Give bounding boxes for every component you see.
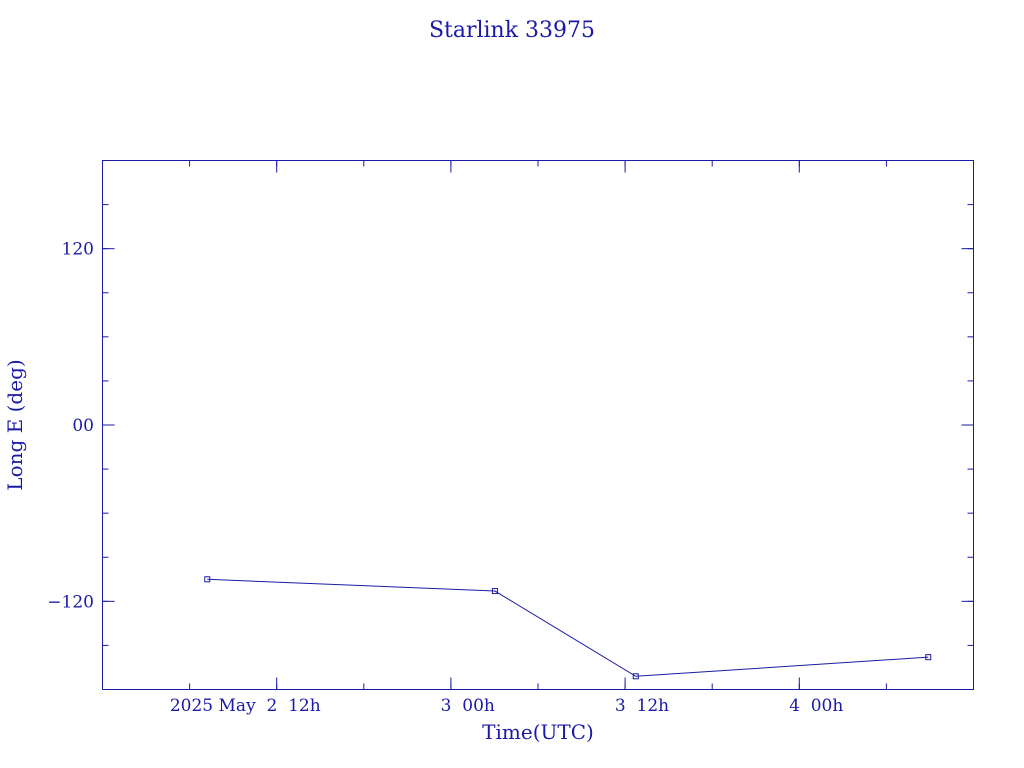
x-tick-label: 2025 May 2 12h — [170, 696, 321, 716]
data-point — [925, 654, 932, 661]
series-layer — [204, 576, 932, 680]
y-tick-label: 00 — [72, 416, 94, 436]
x-tick-label: 4 00h — [789, 696, 843, 716]
x-tick-labels: 2025 May 2 12h 3 00h 3 12h 4 00h — [170, 696, 843, 716]
data-point — [491, 588, 498, 595]
x-tick-label: 3 00h — [441, 696, 495, 716]
x-axis-label: Time(UTC) — [482, 720, 594, 744]
chart-title: Starlink 33975 — [429, 18, 595, 43]
data-point — [632, 673, 639, 680]
plot-frame — [102, 160, 974, 690]
y-tick-labels: 120 00 −120 — [47, 240, 94, 613]
y-tick-label: 120 — [62, 240, 94, 260]
data-point — [204, 576, 211, 583]
minor-ticks — [102, 160, 974, 690]
major-ticks — [102, 160, 974, 690]
y-tick-label: −120 — [47, 592, 94, 612]
series-line — [207, 578, 929, 677]
y-axis-label: Long E (deg) — [3, 359, 27, 490]
x-tick-label: 3 12h — [615, 696, 669, 716]
